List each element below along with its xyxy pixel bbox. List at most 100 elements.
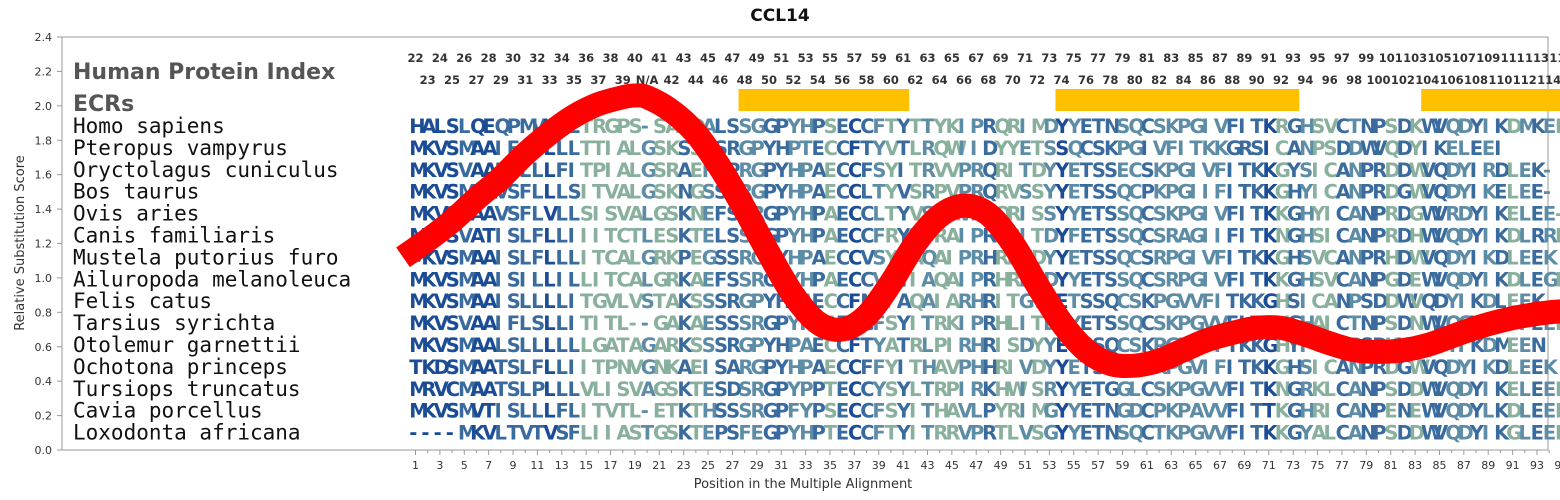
human-index-top-label: 38	[603, 51, 619, 65]
species-label: Tursiops truncatus	[73, 377, 301, 401]
x-tick-label: 89	[1481, 459, 1495, 472]
x-tick-label: 45	[945, 459, 959, 472]
ecrs-label: ECRs	[73, 92, 134, 117]
species-label: Pteropus vampyrus	[73, 136, 288, 160]
alignment-row: MKVSMAAVSFLLLSI TVALGSKNGSSSRGPYHPAECCLTY…	[409, 181, 1551, 204]
x-tick-label: 55	[1067, 459, 1081, 472]
x-tick-label: 57	[1091, 459, 1105, 472]
species-label: Loxodonta africana	[73, 421, 301, 445]
x-tick-label: 75	[1311, 459, 1325, 472]
ecr-bar	[738, 89, 910, 111]
x-tick-label: 1	[412, 459, 419, 472]
human-index-top-label: 109	[1476, 51, 1500, 65]
species-label: Cavia porcellus	[73, 399, 263, 423]
x-tick-label: 95	[1554, 459, 1560, 472]
human-protein-index-label: Human Protein Index	[73, 60, 335, 85]
human-index-top-label: 65	[944, 51, 960, 65]
species-label: Mustela putorius furo	[73, 245, 339, 269]
species-label: Otolemur garnettii	[73, 333, 301, 357]
human-index-bottom-label: 23	[420, 73, 436, 87]
human-index-top-label: 26	[456, 51, 472, 65]
y-tick-label: 0.8	[35, 306, 53, 319]
human-index-bottom-label: 56	[834, 73, 850, 87]
human-index-top-label: 63	[919, 51, 935, 65]
human-index-bottom-label: 62	[907, 73, 923, 87]
ecr-bars	[738, 89, 1560, 111]
human-index-top-label: 83	[1163, 51, 1179, 65]
alignment-row: MKVSMVTI SLLLFLI TVTL- ETKTHSSSRGPFYPSECCFS…	[409, 400, 1560, 423]
x-tick-label: 71	[1262, 459, 1276, 472]
x-tick-label: 21	[652, 459, 666, 472]
human-index-top-label: 57	[846, 51, 862, 65]
x-tick-label: 49	[994, 459, 1008, 472]
x-tick-label: 91	[1506, 459, 1520, 472]
x-tick-label: 15	[579, 459, 593, 472]
human-index-bottom-label: 106	[1440, 73, 1464, 87]
human-index-top-label: 61	[895, 51, 911, 65]
human-index-top-label: 24	[432, 51, 448, 65]
human-index-bottom-label: 70	[1005, 73, 1021, 87]
human-index-bottom-label: 92	[1273, 73, 1289, 87]
human-index-bottom-label: 74	[1054, 73, 1070, 87]
human-index-bottom-label: 108	[1464, 73, 1488, 87]
x-tick-label: 93	[1530, 459, 1544, 472]
x-tick-label: 29	[750, 459, 764, 472]
human-index-top-label: 41	[651, 51, 667, 65]
human-index-bottom-label: 48	[737, 73, 753, 87]
human-index-bottom-label: 60	[883, 73, 899, 87]
x-tick-label: 51	[1018, 459, 1032, 472]
human-index-top-label: 55	[822, 51, 838, 65]
human-index-top-label: 22	[407, 51, 423, 65]
human-index-bottom-label: 72	[1029, 73, 1045, 87]
human-index-top-label: 71	[1017, 51, 1033, 65]
species-label: Tarsius syrichta	[73, 311, 275, 335]
human-index-bottom-label: 39	[615, 73, 631, 87]
human-index-top-label: 73	[1041, 51, 1057, 65]
human-index-bottom-label: 42	[663, 73, 679, 87]
human-index-top-label: 36	[578, 51, 594, 65]
human-index-bottom-label: 37	[590, 73, 606, 87]
x-tick-label: 83	[1408, 459, 1422, 472]
alignment-residues: HALSLQEQPMVWPLTRGPS- SASDALSSGGPYHPSECCFT…	[409, 115, 1560, 445]
human-index-bottom-label: 35	[566, 73, 582, 87]
human-index-top-label: 99	[1358, 51, 1374, 65]
y-tick-label: 1.6	[35, 169, 53, 182]
human-index-top-label: 93	[1285, 51, 1301, 65]
human-index-bottom-label: 88	[1224, 73, 1240, 87]
species-label: Felis catus	[73, 289, 212, 313]
human-index-top-label: 32	[529, 51, 545, 65]
alignment-row: MKVSMAAI SLLLLI TGVLVSTAKSSSRGPYHPAECCFNYI…	[409, 290, 1546, 313]
human-index-top-label: 45	[700, 51, 716, 65]
y-axis: 0.0 0.2 0.4 0.6 0.8 1.0 1.2 1.4 1.6 1.8 2.0 2.2 2.4	[35, 31, 62, 457]
alignment-row: MKVSVATI SLFLLI I I TCTLESKTELSSRGPYHPAECCFR…	[409, 225, 1560, 248]
human-index-bottom-label: 114	[1537, 73, 1560, 87]
y-tick-label: 1.4	[35, 203, 53, 216]
human-index-bottom-label: 76	[1078, 73, 1094, 87]
human-index-top-label: 97	[1334, 51, 1350, 65]
human-index-top-label: 113	[1525, 51, 1549, 65]
x-tick-label: 85	[1432, 459, 1446, 472]
alignment-row: MKVSVAAI PLLLFI TPI ALGSRAEFSPRGPYHPAECCFSY…	[409, 159, 1551, 182]
human-index-top-label: 111	[1501, 51, 1525, 65]
human-index-top-label: 75	[1066, 51, 1082, 65]
human-index-bottom-label: 46	[712, 73, 728, 87]
species-label: Canis familiaris	[73, 224, 275, 248]
human-index-top-label: 85	[1188, 51, 1204, 65]
x-tick-label: 77	[1335, 459, 1349, 472]
x-tick-label: 9	[510, 459, 517, 472]
human-index-top-label: 59	[871, 51, 887, 65]
x-tick-label: 3	[436, 459, 443, 472]
x-tick-label: 5	[461, 459, 468, 472]
x-tick-label: 59	[1116, 459, 1130, 472]
species-label: Oryctolagus cuniculus	[73, 158, 339, 182]
human-protein-index: 22 24 26 28 30 32 34 36 38 40 41 43 45 47 49 51 53 55 57 59…	[407, 51, 1560, 87]
substitution-curve-layer	[396, 83, 1560, 379]
x-tick-label: 65	[1189, 459, 1203, 472]
x-tick-label: 19	[628, 459, 642, 472]
human-index-bottom-label: 64	[932, 73, 948, 87]
alignment-row: MKVSMAAI SLFLLLI TCALGRKPEGSSRGPYHPAECCVSY…	[409, 246, 1559, 269]
human-index-bottom-label: 68	[980, 73, 996, 87]
human-index-top-label: 69	[993, 51, 1009, 65]
